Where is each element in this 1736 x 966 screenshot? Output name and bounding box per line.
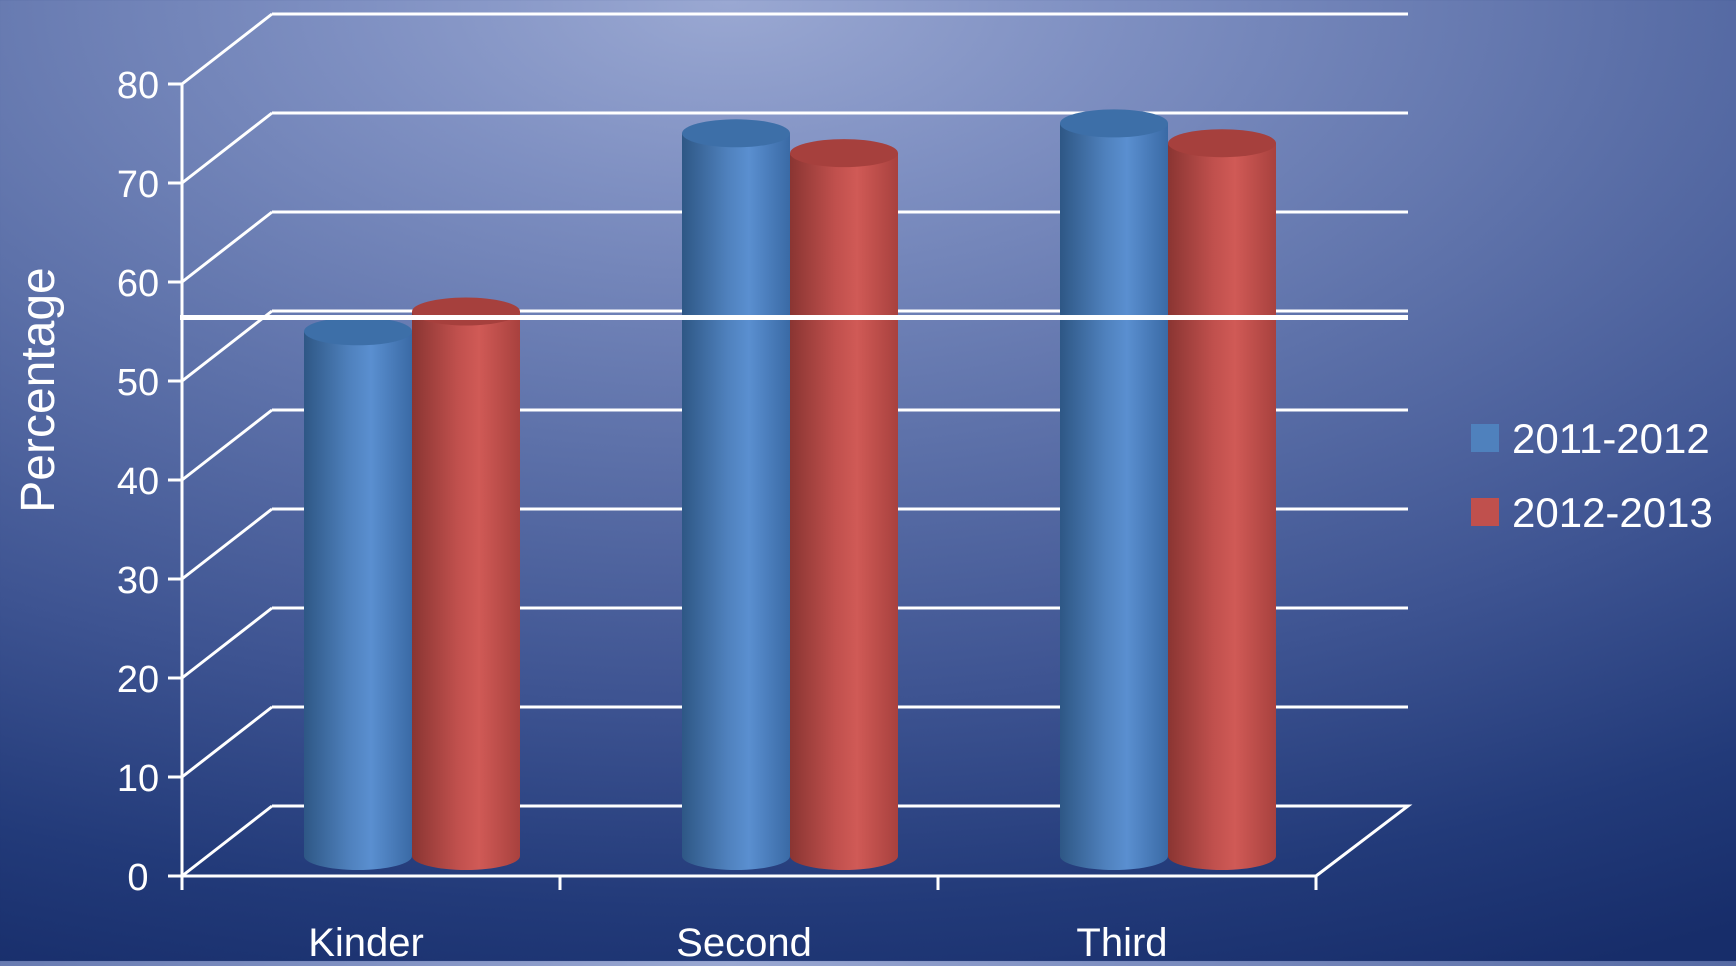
gridline-side	[181, 804, 273, 878]
bar-top	[790, 139, 898, 168]
x-category-label: Second	[676, 921, 812, 961]
bar-body	[790, 153, 898, 870]
y-tick-label: 70	[117, 164, 159, 206]
y-tick-label: 30	[117, 560, 159, 602]
y-tick-label: 50	[117, 362, 159, 404]
legend-label: 2012-2013	[1512, 489, 1713, 536]
y-tick-label: 40	[117, 461, 159, 503]
bar-top	[682, 119, 790, 148]
gridline-side	[181, 309, 273, 383]
labels: Percentage 0 10 20 30 40 50 60 70 80 Kinder Second…	[12, 65, 1168, 965]
bar-body	[1060, 123, 1168, 870]
bar-body	[682, 133, 790, 871]
gridline-side	[181, 606, 273, 680]
gridline-side	[181, 111, 273, 185]
legend-swatch	[1471, 424, 1499, 452]
bar-body	[304, 331, 412, 870]
bar-kinder-1	[412, 297, 520, 870]
bar-third-1	[1168, 129, 1276, 870]
y-tick-label: 0	[127, 857, 148, 899]
bar-top	[412, 297, 520, 326]
y-tick-label: 20	[117, 659, 159, 701]
bar-top	[1168, 129, 1276, 158]
legend-swatch	[1471, 498, 1499, 526]
x-category-label: Third	[1076, 921, 1167, 961]
bar-top	[1060, 109, 1168, 138]
y-tick-label: 10	[117, 758, 159, 800]
gridline-side	[181, 705, 273, 779]
x-category-label: Kinder	[308, 921, 424, 961]
gridline-side	[181, 210, 273, 284]
bar-kinder-0	[304, 317, 412, 870]
bar-body	[412, 311, 520, 870]
y-tick-label: 80	[117, 65, 159, 107]
y-tick-label: 60	[117, 263, 159, 305]
bar-second-1	[790, 139, 898, 870]
floor-edge	[272, 804, 1413, 878]
bar-second-0	[682, 119, 790, 871]
bar-third-0	[1060, 109, 1168, 870]
bar-top	[304, 317, 412, 346]
gridline-side	[181, 12, 273, 86]
bar-body	[1168, 143, 1276, 870]
bars	[304, 109, 1276, 871]
gridline-side	[181, 408, 273, 482]
legend-label: 2011-2012	[1512, 415, 1710, 462]
y-axis-label: Percentage	[12, 267, 65, 513]
axes	[168, 82, 1413, 890]
legend: 2011-2012 2012-2013	[1471, 415, 1713, 536]
gridline-side	[181, 507, 273, 581]
